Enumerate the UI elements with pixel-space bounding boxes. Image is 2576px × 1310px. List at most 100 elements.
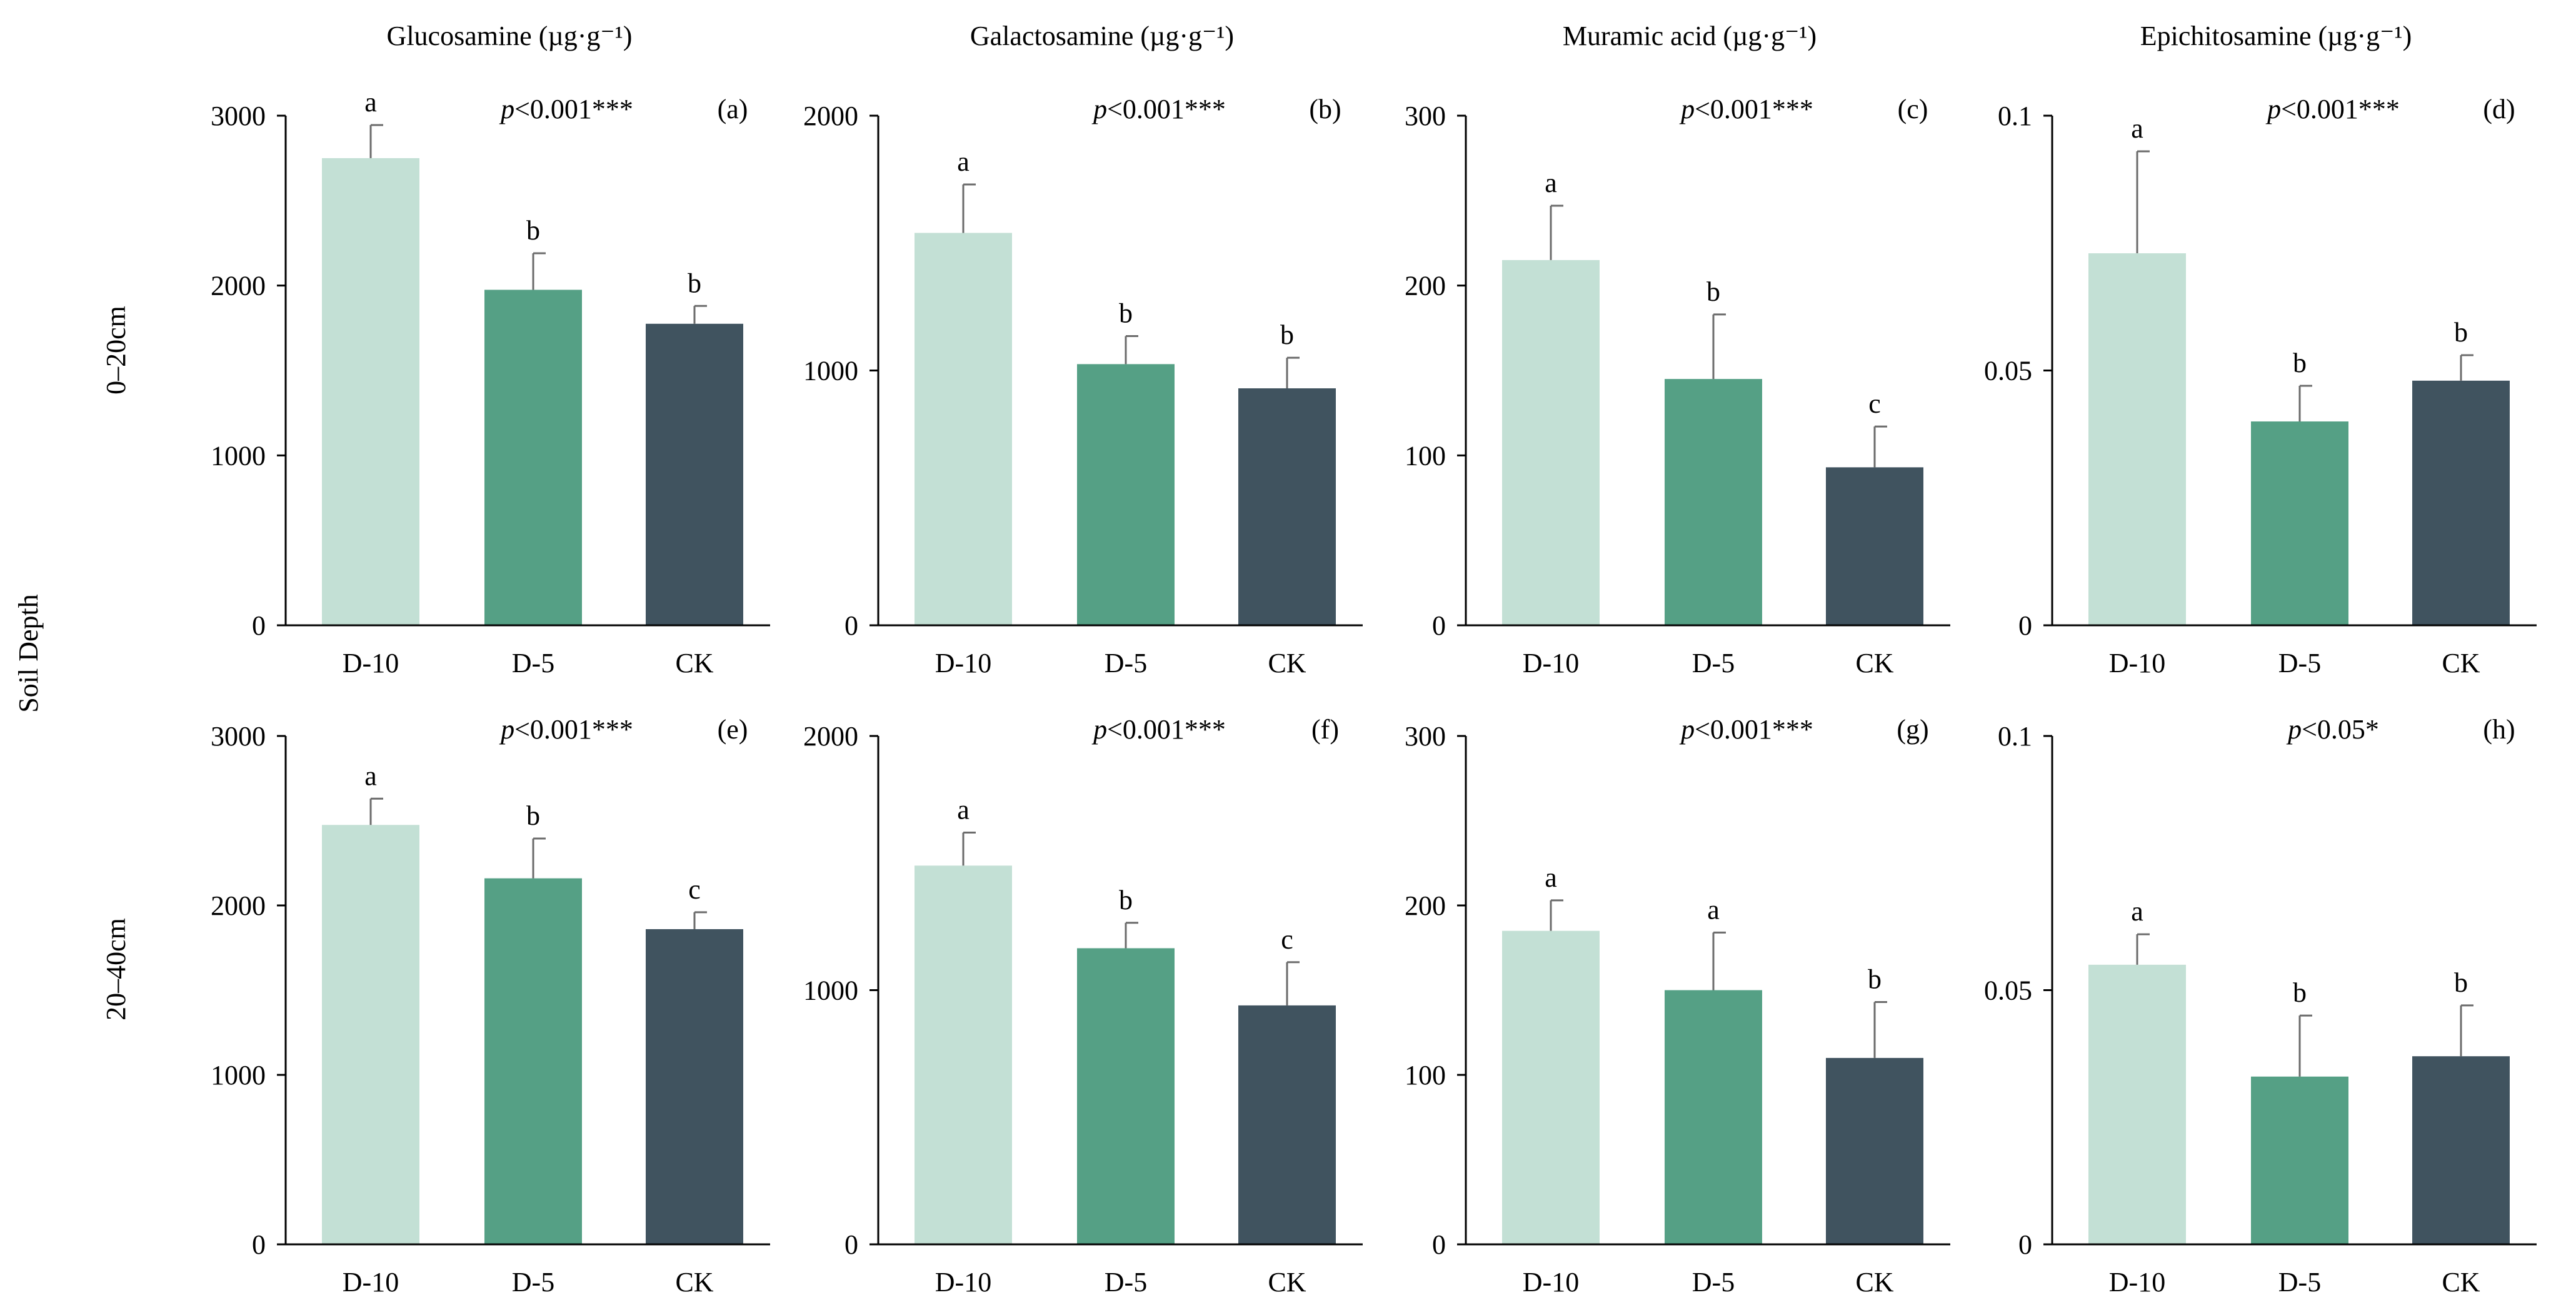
y-tick-label: 1000 [211,1060,266,1091]
significance-letter: b [2454,317,2468,348]
x-tick-label: D-5 [1105,648,1147,678]
bar-d-10 [1502,930,1600,1244]
significance-letter: b [1280,320,1294,350]
y-tick-label: 100 [1405,1060,1446,1091]
panel-title: Muramic acid (µg·g⁻¹) [1563,21,1817,51]
soil-depth-label: Soil Depth [13,594,44,712]
significance-letter: b [2454,967,2468,998]
significance-letter: b [1119,298,1133,328]
y-tick-label: 300 [1405,721,1446,752]
y-tick-label: 200 [1405,890,1446,921]
significance-letter: a [957,794,970,825]
y-tick-label: 0.1 [1998,101,2032,131]
panel-letter: (h) [2483,714,2515,745]
y-tick-label: 0 [2018,1229,2032,1260]
bar-d-5 [1077,364,1175,625]
bar-ck [1238,388,1336,625]
y-tick-label: 100 [1405,440,1446,471]
x-tick-label: D-10 [2109,1267,2165,1297]
p-value-text: <0.001*** [1107,94,1226,124]
y-tick-label: 200 [1405,271,1446,301]
bar-ck [2412,1056,2510,1244]
x-tick-label: D-5 [1105,1267,1147,1297]
p-value-label: p<0.001*** [1091,94,1226,124]
y-tick-label: 0 [1432,1229,1446,1260]
y-tick-label: 0 [252,610,266,641]
x-tick-label: CK [2442,648,2480,678]
bar-d-10 [915,233,1012,625]
p-value-p: p [499,94,514,124]
x-tick-label: CK [1268,648,1306,678]
y-tick-label: 0 [844,1229,858,1260]
significance-letter: a [2131,896,2143,927]
significance-letter: b [1706,276,1720,307]
panel-letter: (f) [1311,714,1339,745]
significance-letter: c [688,874,701,905]
significance-letter: b [526,800,540,831]
panel-e: a b c 0 1000 2000 3000 D-10 D-5 CK p<0.001*** (e) [211,714,770,1297]
p-value-text: <0.001*** [514,94,633,124]
x-tick-label: CK [675,648,713,678]
p-value-label: p<0.001*** [499,714,633,745]
bar-d-10 [322,825,419,1244]
x-tick-label: D-10 [343,1267,399,1297]
p-value-p: p [499,714,514,745]
x-tick-label: CK [1855,1267,1893,1297]
p-value-text: <0.001*** [1107,714,1226,745]
x-tick-label: D-10 [935,1267,991,1297]
bar-d-10 [2088,253,2186,625]
panel-letter: (b) [1309,94,1341,124]
panel-letter: (d) [2483,94,2515,124]
bar-d-5 [1665,379,1762,625]
y-tick-label: 2000 [211,890,266,921]
row-label-0-20cm: 0–20cm [101,306,131,395]
p-value-p: p [2286,714,2302,745]
panel-title: Glucosamine (µg·g⁻¹) [387,21,633,51]
bar-ck [1826,467,1923,625]
panel-letter: (a) [718,94,748,124]
bar-ck [1826,1057,1923,1244]
panel-a: Glucosamine (µg·g⁻¹) a b b 0 1000 2000 3000 D-10… [211,21,770,678]
x-tick-label: CK [675,1267,713,1297]
y-tick-label: 3000 [211,101,266,131]
p-value-text: <0.001*** [1695,94,1813,124]
bar-ck [2412,380,2510,625]
x-tick-label: D-10 [935,648,991,678]
panel-letter: (g) [1897,714,1928,745]
y-tick-label: 0.05 [1984,356,2032,386]
p-value-label: p<0.001*** [1679,714,1813,745]
significance-letter: c [1868,388,1881,419]
y-tick-label: 0.1 [1998,721,2032,752]
bar-d-5 [1077,948,1175,1244]
p-value-p: p [1091,714,1107,745]
y-tick-label: 2000 [211,271,266,301]
bar-d-10 [322,158,419,625]
x-tick-label: CK [2442,1267,2480,1297]
p-value-p: p [1679,94,1695,124]
panel-b: Galactosamine (µg·g⁻¹) a b b 0 1000 2000 D-10 D-… [803,21,1363,678]
p-value-p: p [2265,94,2281,124]
p-value-p: p [1679,714,1695,745]
y-tick-label: 2000 [803,721,858,752]
bar-ck [1238,1005,1336,1244]
p-value-label: p<0.001*** [1679,94,1813,124]
significance-letter: c [1281,924,1293,955]
bar-ck [646,323,743,625]
row-label-20-40cm: 20–40cm [101,918,131,1020]
y-tick-label: 2000 [803,101,858,131]
y-tick-label: 0 [844,610,858,641]
panel-letter: (e) [718,714,748,745]
significance-letter: b [2293,977,2307,1008]
p-value-text: <0.001*** [1695,714,1813,745]
significance-letter: b [526,215,540,246]
y-tick-label: 1000 [211,440,266,471]
p-value-label: p<0.001*** [1091,714,1226,745]
significance-letter: b [1119,885,1133,915]
y-tick-label: 0.05 [1984,975,2032,1006]
panel-f: a b c 0 1000 2000 D-10 D-5 CK p<0.001*** (f) [803,714,1363,1297]
significance-letter: a [1707,894,1720,925]
p-value-p: p [1091,94,1107,124]
x-tick-label: D-10 [343,648,399,678]
significance-letter: a [2131,113,2143,144]
bar-d-10 [2088,964,2186,1244]
